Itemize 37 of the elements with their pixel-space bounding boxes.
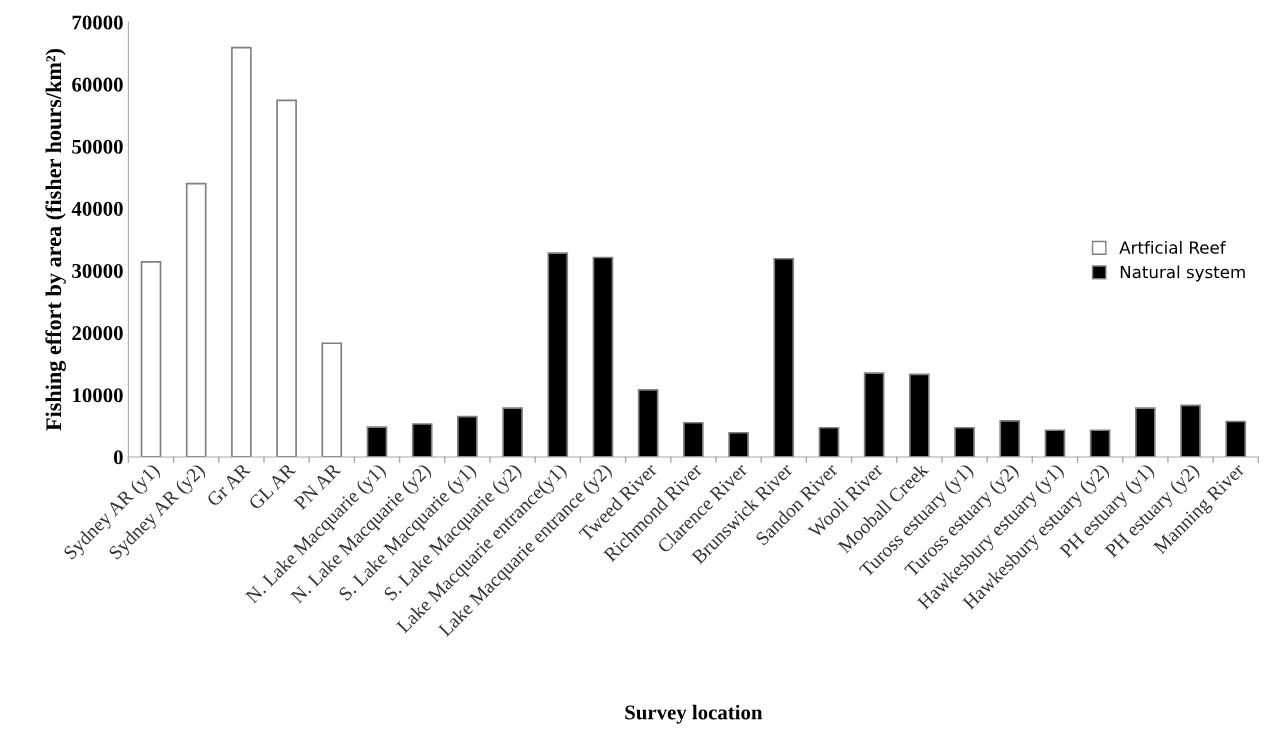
bar <box>547 252 569 457</box>
bar <box>231 46 252 457</box>
bar <box>411 423 433 457</box>
bar <box>637 389 659 457</box>
y-tick-label: 60000 <box>72 77 123 92</box>
bar <box>683 421 704 457</box>
y-tick-label: 30000 <box>72 263 123 279</box>
bar <box>366 426 388 457</box>
bar <box>1044 429 1066 457</box>
bar <box>773 257 795 457</box>
y-tick-label: 50000 <box>72 139 123 154</box>
bar <box>954 426 975 457</box>
bar <box>728 431 749 457</box>
bar <box>592 256 614 457</box>
bar <box>909 373 930 457</box>
y-axis-title: Fishing effort by area (fisher hours/km²) <box>45 48 66 431</box>
bar <box>1225 420 1247 457</box>
bar <box>1135 407 1156 457</box>
y-tick-label: 40000 <box>71 201 123 216</box>
x-axis-title: Survey location <box>625 704 763 724</box>
bar <box>999 420 1021 457</box>
y-tick-label: 10000 <box>73 388 123 403</box>
y-tick-label: 0 <box>113 450 123 465</box>
bar <box>457 415 478 457</box>
bar <box>140 261 162 457</box>
bar <box>1180 404 1201 457</box>
bar <box>1089 429 1111 457</box>
bar <box>321 342 343 457</box>
y-tick-label: 20000 <box>72 326 123 341</box>
legend-label: Natural system <box>1120 265 1245 282</box>
bar <box>863 372 885 457</box>
y-tick-label: 70000 <box>72 15 123 30</box>
bar <box>185 182 207 457</box>
bar <box>276 99 297 457</box>
legend-label: Artficial Reef <box>1119 240 1226 254</box>
bar <box>818 426 840 457</box>
bar <box>502 407 523 457</box>
